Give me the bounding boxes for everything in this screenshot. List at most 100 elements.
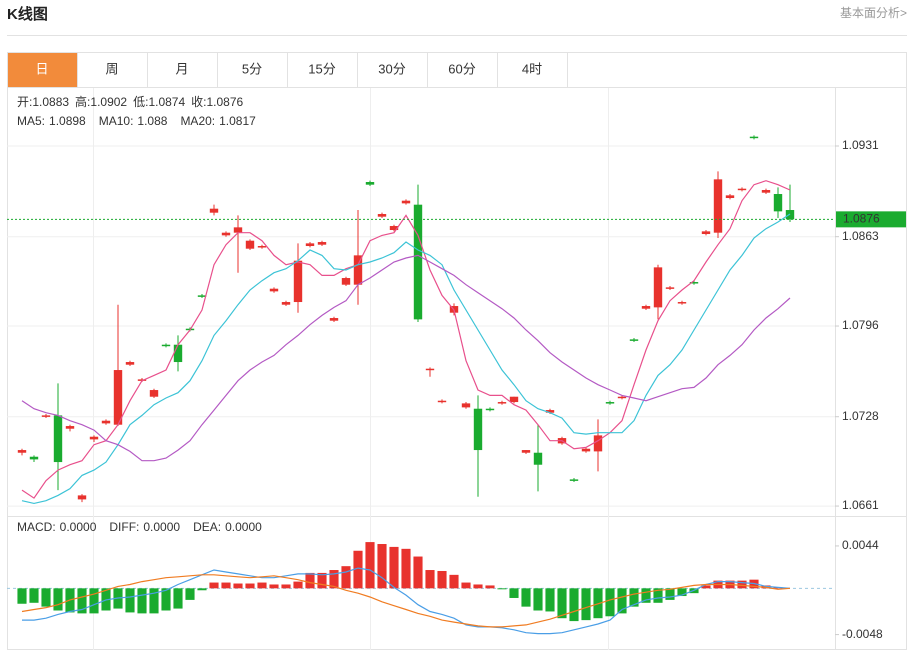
macd-bar: [389, 546, 399, 589]
legend-text: 0.0000: [143, 520, 180, 534]
macd-bar: [41, 588, 51, 607]
candle-body: [437, 400, 447, 403]
tab-label[interactable]: 月: [175, 61, 188, 76]
legend-text: 1.0874: [148, 95, 185, 109]
macd-bar: [77, 588, 87, 614]
y-tick-label: 1.0863: [842, 229, 879, 243]
candle-body: [245, 240, 255, 249]
tab[interactable]: [357, 52, 428, 88]
tab-label[interactable]: 5分: [242, 61, 262, 76]
macd-bar: [569, 588, 579, 622]
tab-label[interactable]: 周: [105, 61, 118, 76]
macd-bar: [173, 588, 183, 609]
legend-text: 1.0902: [90, 95, 127, 109]
legend-text: 1.0898: [49, 114, 86, 128]
macd-bar: [209, 582, 219, 589]
tab[interactable]: [7, 52, 78, 88]
candle-body: [533, 452, 543, 465]
y-tick-label: 1.0661: [842, 498, 879, 512]
macd-bar: [185, 588, 195, 600]
macd-bar: [365, 542, 375, 589]
candle-body: [701, 231, 711, 235]
candle-body: [725, 195, 735, 199]
tab-label[interactable]: 4时: [522, 61, 542, 76]
legend-text: DEA:: [193, 520, 221, 534]
macd-bar: [53, 588, 63, 611]
macd-bar: [197, 588, 207, 591]
candle-body: [737, 188, 747, 191]
y-tick-label: -0.0048: [842, 627, 883, 641]
candle-body: [353, 255, 363, 285]
candle-body: [269, 288, 279, 292]
macd-bar: [221, 582, 231, 589]
candle-body: [629, 339, 639, 341]
macd-bar: [269, 584, 279, 589]
tab[interactable]: [217, 52, 288, 88]
macd-bar: [341, 566, 351, 589]
y-tick-label: 1.0796: [842, 318, 879, 332]
macd-line: [21, 574, 791, 628]
y-tick-label: 1.0931: [842, 138, 879, 152]
candle-body: [761, 190, 771, 193]
candle-body: [425, 368, 435, 371]
tab-label[interactable]: 15分: [308, 61, 335, 76]
legend-text: 1.0817: [219, 114, 256, 128]
candle-body: [749, 136, 759, 139]
candle-body: [53, 415, 63, 463]
candle-body: [173, 344, 183, 363]
candle-body: [773, 194, 783, 212]
legend-text: MA10:: [99, 114, 134, 128]
macd-bar: [125, 588, 135, 613]
macd-bar: [293, 581, 303, 589]
macd-bar: [545, 588, 555, 612]
candle-body: [713, 179, 723, 233]
macd-bar: [437, 570, 447, 589]
fundamental-link[interactable]: 基本面分析>: [840, 6, 907, 20]
legend-text: DIFF:: [109, 520, 139, 534]
macd-bar: [641, 588, 651, 603]
candle-body: [221, 232, 231, 236]
candle-body: [461, 403, 471, 408]
ma-line: [21, 213, 791, 505]
tab-label[interactable]: 30分: [378, 61, 405, 76]
candle-body: [581, 448, 591, 452]
candle-body: [89, 436, 99, 440]
tab[interactable]: [147, 52, 218, 88]
tab[interactable]: [497, 52, 568, 88]
candle-body: [641, 306, 651, 309]
tab[interactable]: [287, 52, 358, 88]
candle-body: [653, 267, 663, 308]
macd-bar: [149, 588, 159, 614]
candle-body: [485, 408, 495, 411]
candle-body: [125, 362, 135, 365]
macd-bar: [665, 588, 675, 600]
legend-text: 低:: [133, 95, 148, 109]
tab-label[interactable]: 60分: [448, 61, 475, 76]
ma-line: [21, 180, 791, 499]
candle-body: [29, 456, 39, 460]
candle-body: [209, 208, 219, 213]
macd-bar: [461, 582, 471, 589]
tab-label[interactable]: 日: [35, 61, 48, 76]
y-tick-label: 1.0728: [842, 409, 879, 423]
candle-body: [65, 426, 75, 429]
candle-body: [605, 402, 615, 404]
macd-bar: [473, 584, 483, 589]
macd-bar: [245, 583, 255, 589]
page-title: K线图: [7, 5, 48, 23]
candle-body: [497, 402, 507, 404]
candle-body: [509, 396, 519, 403]
macd-bar: [581, 588, 591, 621]
candle-body: [665, 287, 675, 289]
tab[interactable]: [77, 52, 148, 88]
candle-body: [113, 370, 123, 425]
candle-body: [317, 242, 327, 245]
legend-text: MA20:: [180, 114, 215, 128]
macd-bar: [401, 548, 411, 589]
legend-text: 1.0876: [206, 95, 243, 109]
candle-body: [329, 318, 339, 321]
candle-body: [197, 295, 207, 297]
macd-bar: [485, 585, 495, 589]
candle-body: [473, 408, 483, 451]
